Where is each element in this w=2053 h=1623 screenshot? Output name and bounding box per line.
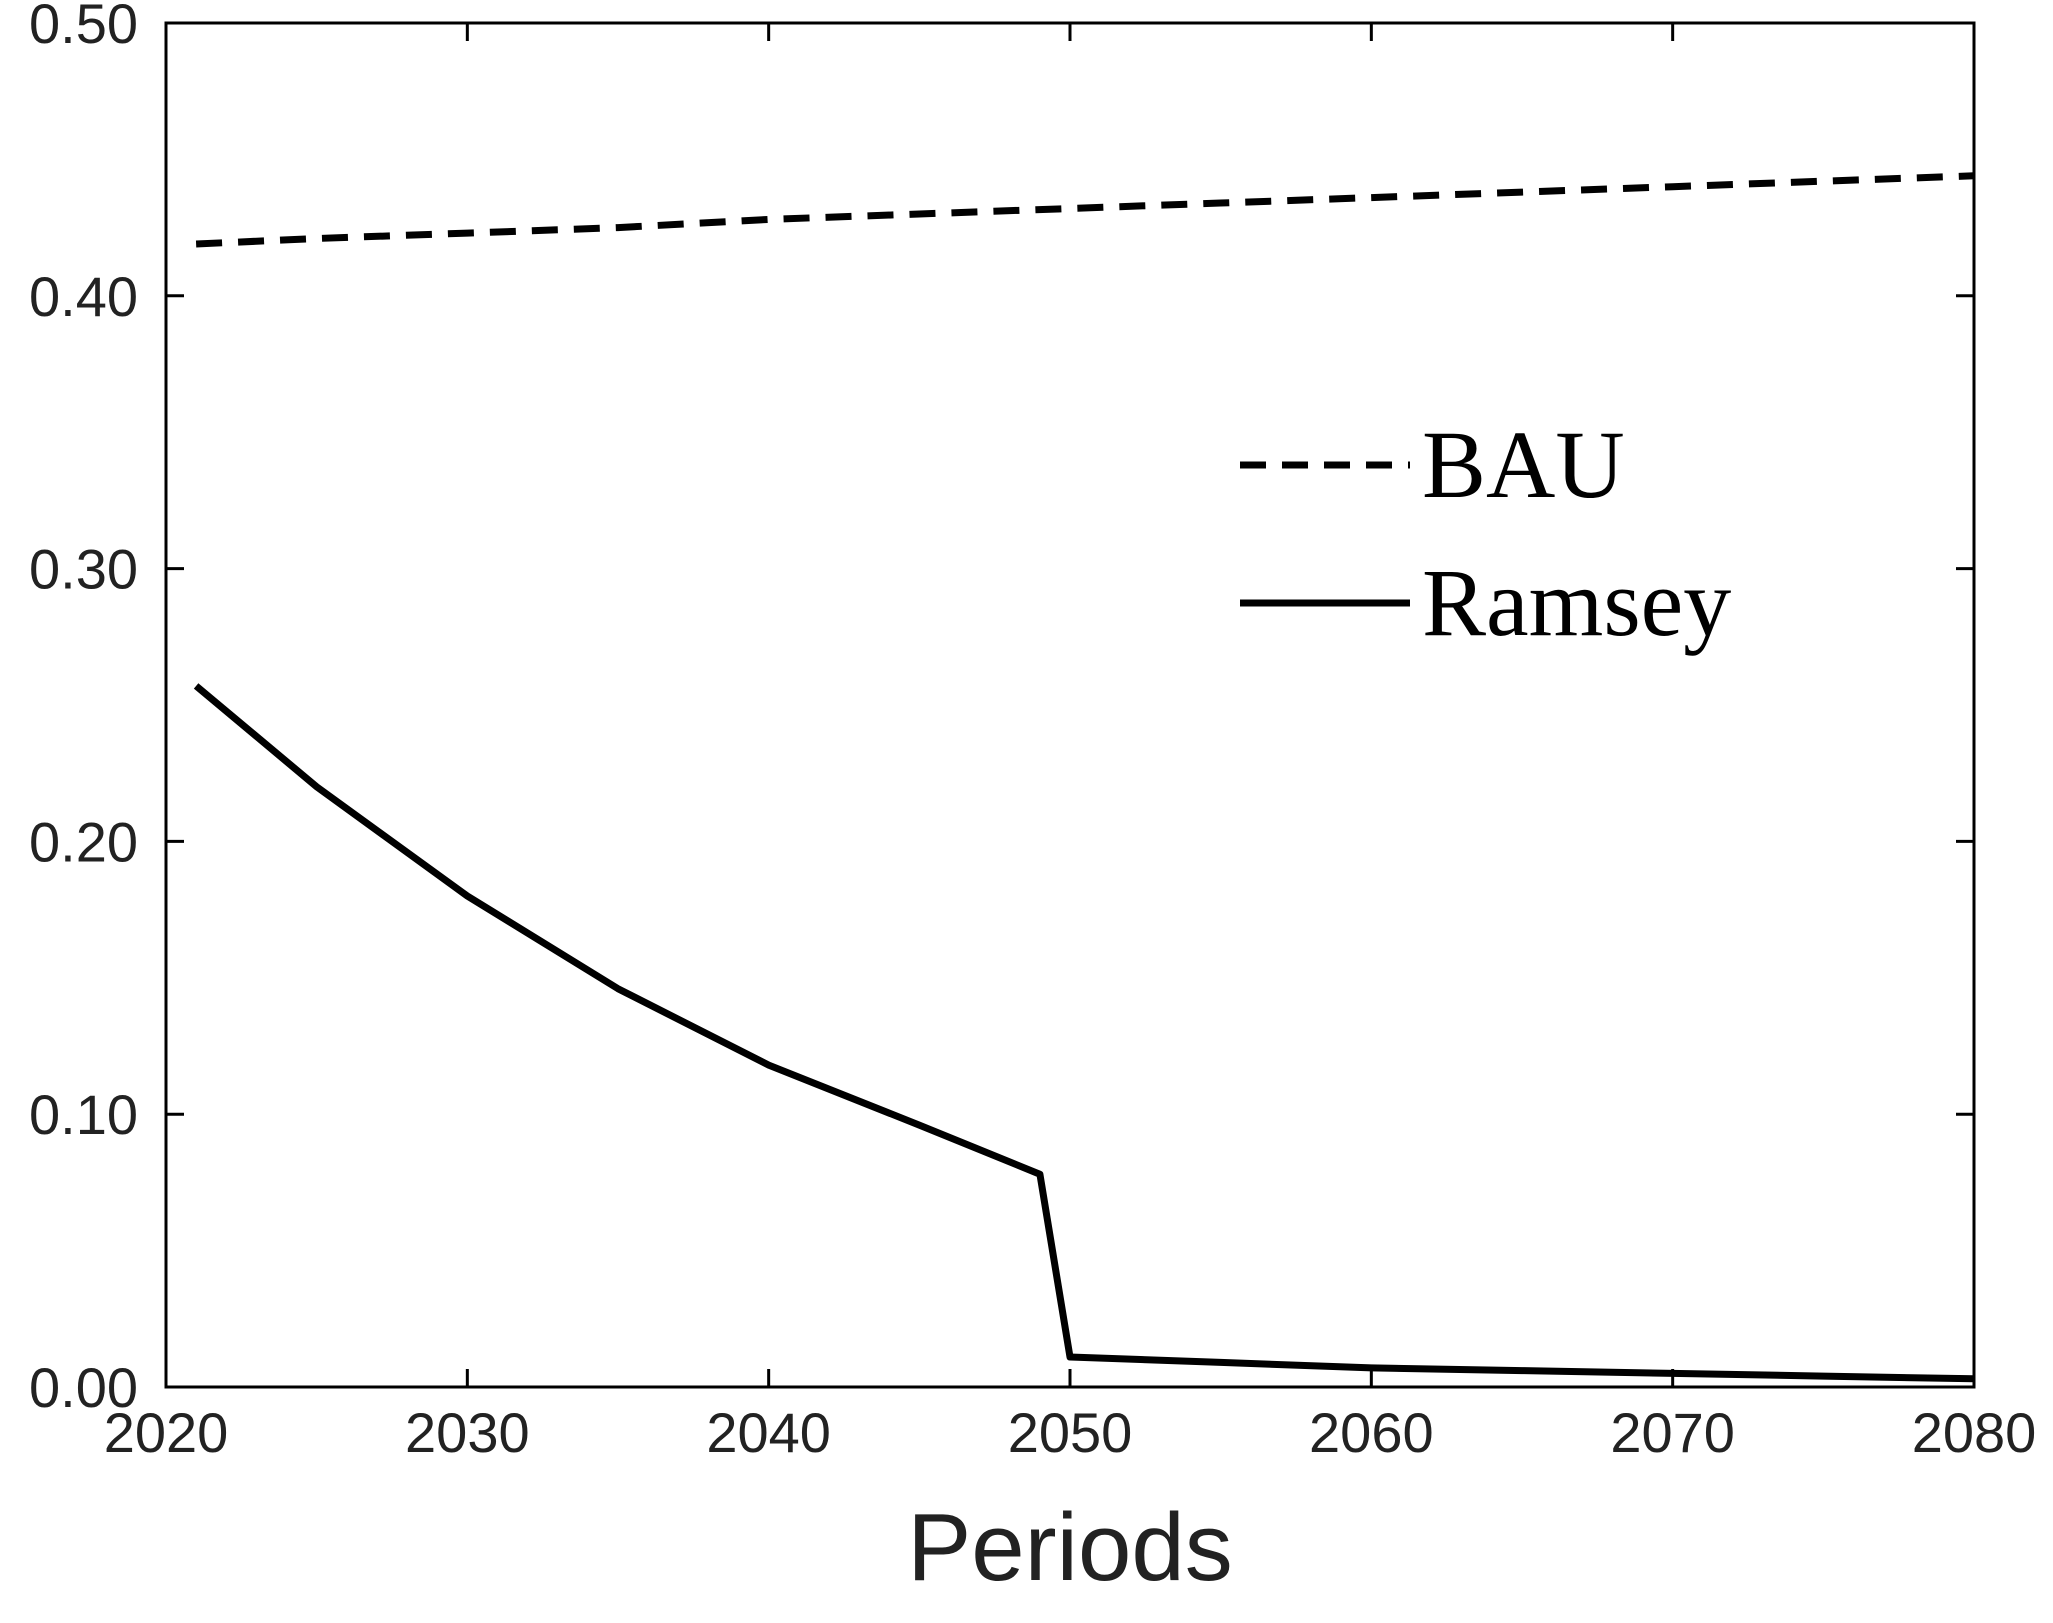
- x-tick-label: 2030: [405, 1401, 530, 1464]
- series-layer: [193, 172, 1975, 1383]
- legend-label-ramsey: Ramsey: [1422, 549, 1731, 656]
- y-tick-label: 0.00: [29, 1356, 138, 1419]
- y-tick-label: 0.30: [29, 538, 138, 601]
- x-tick-label: 2070: [1610, 1401, 1735, 1464]
- series-line-bau: [195, 172, 1975, 248]
- x-tick-label: 2080: [1912, 1401, 2037, 1464]
- x-tick-label: 2060: [1309, 1401, 1434, 1464]
- axis-ticks: 2020 2030 2040 2050 2060 2070 2080 0.00 0.10 0.20…: [29, 0, 2036, 1464]
- legend: BAU Ramsey: [1240, 411, 1731, 656]
- x-tick-label: 2020: [104, 1401, 229, 1464]
- y-tick-label: 0.40: [29, 265, 138, 328]
- y-tick-label: 0.20: [29, 810, 138, 873]
- x-axis-title: Periods: [907, 1494, 1233, 1601]
- x-tick-label: 2040: [706, 1401, 831, 1464]
- legend-label-bau: BAU: [1422, 411, 1625, 518]
- y-tick-label: 0.50: [29, 0, 138, 55]
- x-tick-label: 2050: [1008, 1401, 1133, 1464]
- y-tick-label: 0.10: [29, 1083, 138, 1146]
- series-line-ramsey: [193, 683, 1975, 1383]
- plot-frame: [164, 21, 1976, 1389]
